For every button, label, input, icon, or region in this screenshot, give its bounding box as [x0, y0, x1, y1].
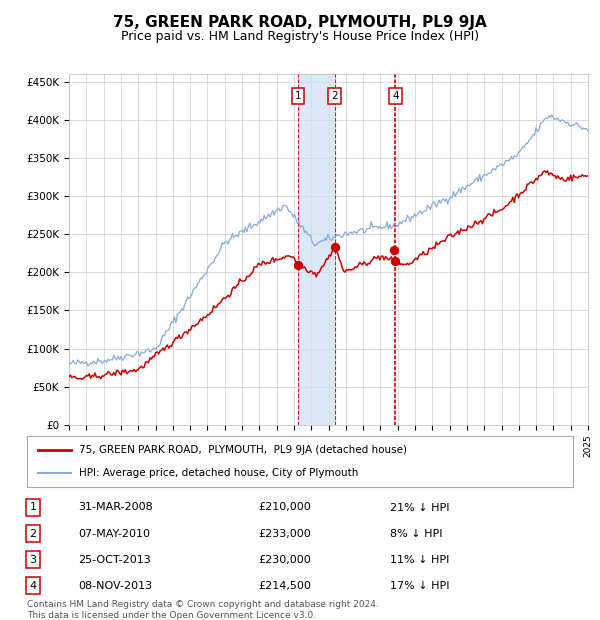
Text: £230,000: £230,000: [258, 554, 311, 565]
Point: [391, 257, 400, 267]
Text: Price paid vs. HM Land Registry's House Price Index (HPI): Price paid vs. HM Land Registry's House …: [121, 30, 479, 43]
Text: 1: 1: [29, 502, 37, 513]
Text: 17% ↓ HPI: 17% ↓ HPI: [390, 580, 449, 591]
Point: [330, 242, 340, 252]
Text: 3: 3: [29, 554, 37, 565]
Text: 1: 1: [295, 91, 301, 100]
Text: 08-NOV-2013: 08-NOV-2013: [78, 580, 152, 591]
Point: [293, 260, 303, 270]
Text: 75, GREEN PARK ROAD, PLYMOUTH, PL9 9JA: 75, GREEN PARK ROAD, PLYMOUTH, PL9 9JA: [113, 16, 487, 30]
Text: Contains HM Land Registry data © Crown copyright and database right 2024.
This d: Contains HM Land Registry data © Crown c…: [27, 600, 379, 619]
Text: HPI: Average price, detached house, City of Plymouth: HPI: Average price, detached house, City…: [79, 468, 358, 478]
Bar: [298, 74, 335, 425]
Text: 4: 4: [392, 91, 399, 100]
Text: 2: 2: [331, 91, 338, 100]
Text: 21% ↓ HPI: 21% ↓ HPI: [390, 502, 449, 513]
Text: 2: 2: [29, 528, 37, 539]
Text: £233,000: £233,000: [258, 528, 311, 539]
Text: £210,000: £210,000: [258, 502, 311, 513]
Text: 07-MAY-2010: 07-MAY-2010: [78, 528, 150, 539]
Text: 11% ↓ HPI: 11% ↓ HPI: [390, 554, 449, 565]
Text: 31-MAR-2008: 31-MAR-2008: [78, 502, 153, 513]
Point: [389, 245, 399, 255]
Text: 4: 4: [29, 580, 37, 591]
Text: 75, GREEN PARK ROAD,  PLYMOUTH,  PL9 9JA (detached house): 75, GREEN PARK ROAD, PLYMOUTH, PL9 9JA (…: [79, 445, 407, 454]
Text: 8% ↓ HPI: 8% ↓ HPI: [390, 528, 443, 539]
Text: £214,500: £214,500: [258, 580, 311, 591]
Text: 25-OCT-2013: 25-OCT-2013: [78, 554, 151, 565]
